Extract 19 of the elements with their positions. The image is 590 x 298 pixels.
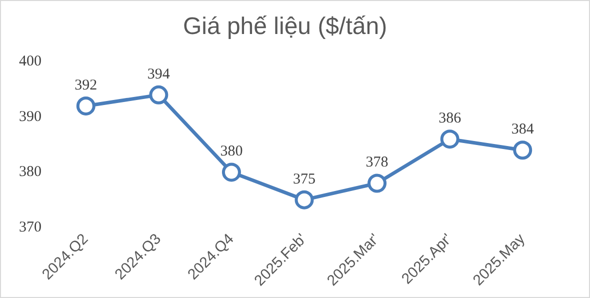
- chart-title: Giá phế liệu ($/tấn): [182, 13, 388, 40]
- data-label: 384: [511, 122, 534, 138]
- data-label: 378: [366, 154, 388, 171]
- point: [76, 96, 96, 116]
- point: [294, 190, 314, 210]
- y-tick-label: 370: [19, 219, 42, 236]
- point: [440, 130, 460, 149]
- data-label: 375: [293, 171, 316, 188]
- point: [149, 85, 168, 104]
- point: [222, 162, 241, 182]
- y-tick-label: 400: [19, 54, 42, 70]
- data-label: 386: [438, 110, 462, 127]
- point: [513, 140, 532, 160]
- data-label: 380: [220, 144, 243, 160]
- y-tick-label: 390: [19, 108, 42, 125]
- data-label: 392: [74, 77, 98, 94]
- point: [368, 174, 387, 193]
- y-tick-label: 380: [19, 164, 42, 180]
- data-label: 394: [147, 66, 170, 82]
